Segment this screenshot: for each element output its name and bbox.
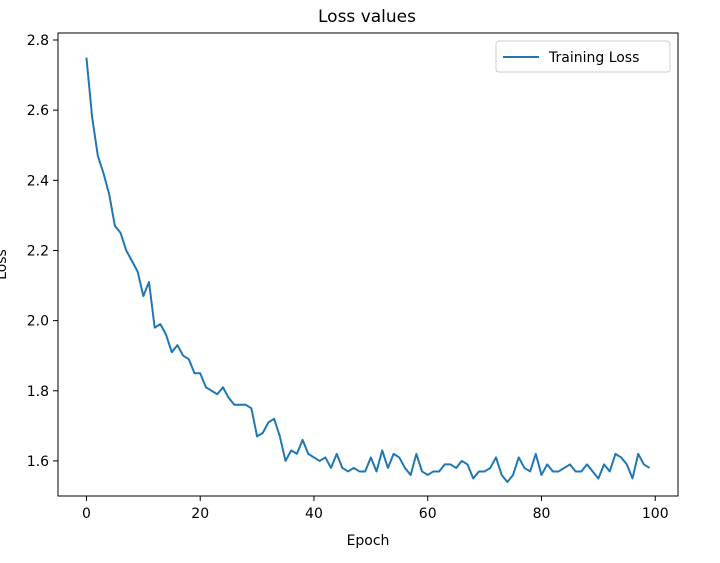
y-tick-label: 2.2 (27, 243, 49, 259)
y-tick-label: 2.4 (27, 173, 49, 189)
y-tick-label: 1.8 (27, 384, 49, 400)
x-tick-label: 80 (533, 506, 551, 522)
chart-title: Loss values (318, 7, 416, 27)
x-tick-label: 0 (82, 506, 91, 522)
y-tick-label: 2.0 (27, 314, 49, 330)
x-tick-label: 60 (419, 506, 437, 522)
x-tick-label: 20 (191, 506, 209, 522)
plot-area (85, 57, 651, 483)
y-tick-label: 2.6 (27, 103, 49, 119)
legend-label: Training Loss (548, 50, 639, 66)
plot-frame (57, 32, 679, 497)
y-tick-label: 1.6 (27, 454, 49, 470)
legend-box (495, 40, 671, 73)
y-axis-label: Loss (0, 249, 10, 280)
x-axis: 0 20 40 60 80 100 (82, 496, 669, 522)
x-tick-label: 100 (642, 506, 669, 522)
x-tick-label: 40 (305, 506, 323, 522)
y-tick-label: 2.8 (27, 33, 49, 49)
x-axis-label: Epoch (347, 533, 390, 549)
series-line-training-loss (85, 57, 651, 483)
y-axis: 1.6 1.8 2.0 2.2 2.4 2.6 2.8 (27, 33, 58, 470)
legend: Training Loss (495, 40, 671, 73)
